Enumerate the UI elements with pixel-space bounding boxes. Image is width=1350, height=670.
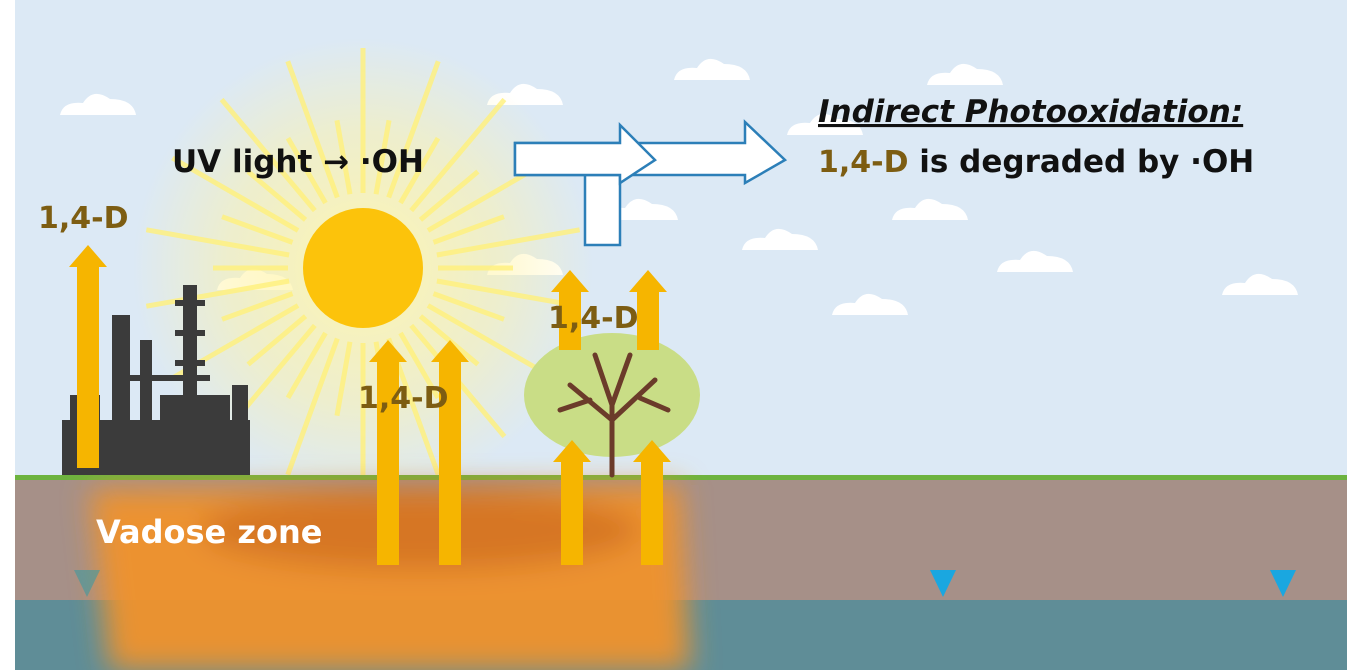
description: 1,4-D is degraded by ·OH — [818, 144, 1254, 180]
zone-label: Vadose zone — [96, 513, 322, 551]
emission-label: 1,4-D — [358, 381, 449, 416]
description-text: is degraded by ·OH — [909, 144, 1255, 180]
sun — [303, 208, 423, 328]
title: Indirect Photooxidation: — [818, 94, 1243, 130]
emission-label: 1,4-D — [38, 201, 129, 236]
grass-line — [15, 475, 1347, 480]
process-label: UV light → ·OH — [172, 144, 424, 180]
compound: 1,4-D — [818, 145, 909, 180]
scene: Indirect Photooxidation: 1,4-D is degrad… — [0, 0, 1350, 670]
emission-label: 1,4-D — [548, 301, 639, 336]
